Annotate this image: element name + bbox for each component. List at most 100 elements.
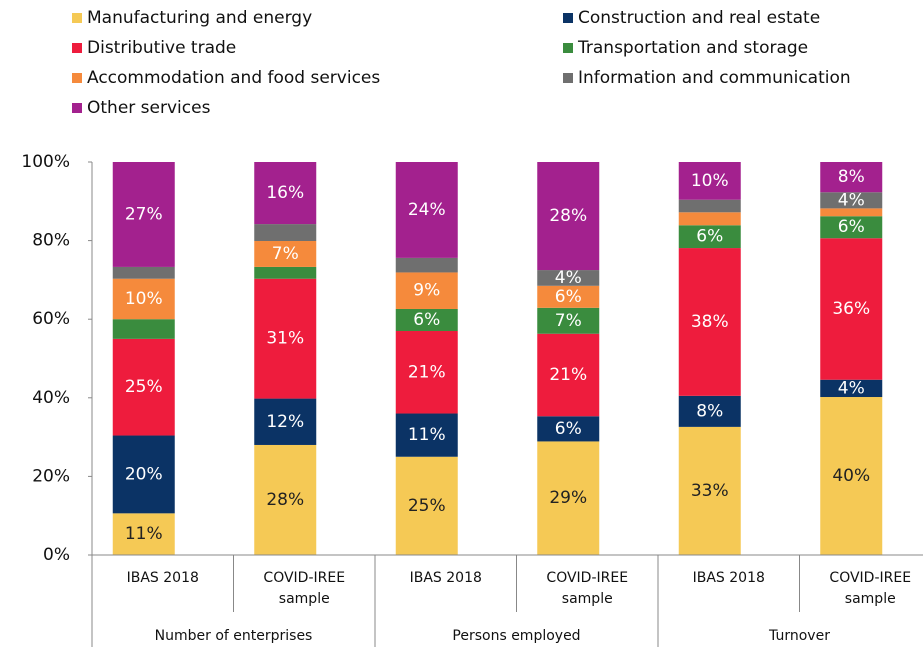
data-label: 4% bbox=[555, 268, 582, 288]
data-label: 36% bbox=[832, 299, 870, 319]
y-tick-label: 20% bbox=[32, 466, 70, 486]
legend-label: Accommodation and food services bbox=[87, 68, 380, 88]
bar-segment bbox=[820, 216, 883, 239]
legend-swatch bbox=[72, 13, 82, 23]
bar-segment bbox=[678, 225, 741, 249]
bar-segment bbox=[678, 212, 741, 226]
x-tick-label: COVID-IREE sample bbox=[829, 570, 912, 607]
bar-segment bbox=[395, 413, 458, 457]
bar-segment bbox=[395, 162, 458, 258]
data-label: 29% bbox=[549, 488, 587, 508]
data-label: 38% bbox=[691, 312, 729, 332]
bar-segment bbox=[254, 266, 317, 279]
x-tick-label: IBAS 2018 bbox=[126, 570, 199, 586]
bar-segment bbox=[112, 513, 175, 555]
data-label: 31% bbox=[266, 329, 304, 349]
legend-label: Manufacturing and energy bbox=[87, 8, 312, 28]
bar-segment bbox=[254, 278, 317, 399]
data-label: 9% bbox=[413, 281, 440, 301]
data-label: 4% bbox=[838, 190, 865, 210]
data-label: 8% bbox=[696, 401, 723, 421]
bar-segment bbox=[678, 248, 741, 396]
data-label: 28% bbox=[266, 490, 304, 510]
group-label: Turnover bbox=[769, 628, 830, 644]
bar-segment bbox=[537, 333, 600, 417]
group-label: Number of enterprises bbox=[154, 628, 313, 644]
data-label: 6% bbox=[696, 227, 723, 247]
x-tick-label: IBAS 2018 bbox=[409, 570, 482, 586]
bar-segment bbox=[537, 441, 600, 555]
bar-segment bbox=[254, 162, 317, 225]
bar-segment bbox=[112, 435, 175, 514]
data-label: 8% bbox=[838, 167, 865, 187]
data-label: 7% bbox=[555, 311, 582, 331]
y-tick-label: 80% bbox=[32, 231, 70, 251]
legend-label: Transportation and storage bbox=[577, 38, 808, 58]
data-label: 6% bbox=[413, 310, 440, 330]
bar-segment bbox=[820, 208, 883, 217]
x-tick-label: COVID-IREE sample bbox=[263, 570, 346, 607]
data-label: 11% bbox=[125, 524, 163, 544]
bar-segment bbox=[395, 272, 458, 309]
bar-segment bbox=[678, 395, 741, 427]
y-tick-label: 60% bbox=[32, 309, 70, 329]
bar-segment bbox=[820, 162, 883, 193]
data-label: 24% bbox=[408, 200, 446, 220]
bar-segment bbox=[254, 398, 317, 445]
bar-segment bbox=[537, 270, 600, 286]
bar-segment bbox=[112, 338, 175, 436]
bar-segment bbox=[395, 308, 458, 331]
y-tick-label: 100% bbox=[21, 152, 70, 172]
bar-segment bbox=[678, 199, 741, 213]
bar-segment bbox=[678, 426, 741, 555]
legend-swatch bbox=[563, 73, 573, 83]
bar-segment bbox=[254, 240, 317, 267]
data-label: 11% bbox=[408, 425, 446, 445]
bar-segment bbox=[112, 319, 175, 339]
bar-segment bbox=[112, 278, 175, 320]
bar-segment bbox=[820, 238, 883, 380]
bar-segment bbox=[820, 379, 883, 398]
data-label: 27% bbox=[125, 204, 163, 224]
bar-segment bbox=[395, 456, 458, 555]
legend-label: Other services bbox=[87, 98, 211, 118]
legend-swatch bbox=[72, 43, 82, 53]
data-label: 28% bbox=[549, 206, 587, 226]
y-tick-label: 40% bbox=[32, 388, 70, 408]
bar-segment bbox=[537, 307, 600, 334]
data-label: 16% bbox=[266, 183, 304, 203]
legend-label: Information and communication bbox=[578, 68, 851, 88]
data-label: 20% bbox=[125, 464, 163, 484]
data-label: 6% bbox=[555, 287, 582, 307]
bar-segment bbox=[537, 416, 600, 442]
data-label: 25% bbox=[408, 496, 446, 516]
data-label: 4% bbox=[838, 378, 865, 398]
bar-segment bbox=[254, 224, 317, 241]
bar-segment bbox=[112, 162, 175, 267]
data-label: 7% bbox=[272, 244, 299, 264]
bar-segment bbox=[537, 285, 600, 308]
data-label: 10% bbox=[125, 289, 163, 309]
data-label: 40% bbox=[832, 466, 870, 486]
legend-swatch bbox=[563, 13, 573, 23]
bar-segment bbox=[395, 257, 458, 273]
data-label: 21% bbox=[408, 362, 446, 382]
bar-segment bbox=[254, 444, 317, 555]
data-label: 25% bbox=[125, 377, 163, 397]
legend-label: Construction and real estate bbox=[578, 8, 820, 28]
x-tick-label: COVID-IREE sample bbox=[546, 570, 629, 607]
legend-swatch bbox=[563, 43, 573, 53]
legend-swatch bbox=[72, 73, 82, 83]
bar-segment bbox=[537, 162, 600, 271]
bar-segment bbox=[395, 330, 458, 414]
y-tick-label: 0% bbox=[43, 545, 70, 565]
data-label: 33% bbox=[691, 481, 729, 501]
x-tick-label: IBAS 2018 bbox=[692, 570, 765, 586]
legend-swatch bbox=[72, 103, 82, 113]
data-label: 12% bbox=[266, 412, 304, 432]
bar-segment bbox=[678, 162, 741, 200]
data-label: 21% bbox=[549, 365, 587, 385]
bar-segment bbox=[820, 192, 883, 209]
